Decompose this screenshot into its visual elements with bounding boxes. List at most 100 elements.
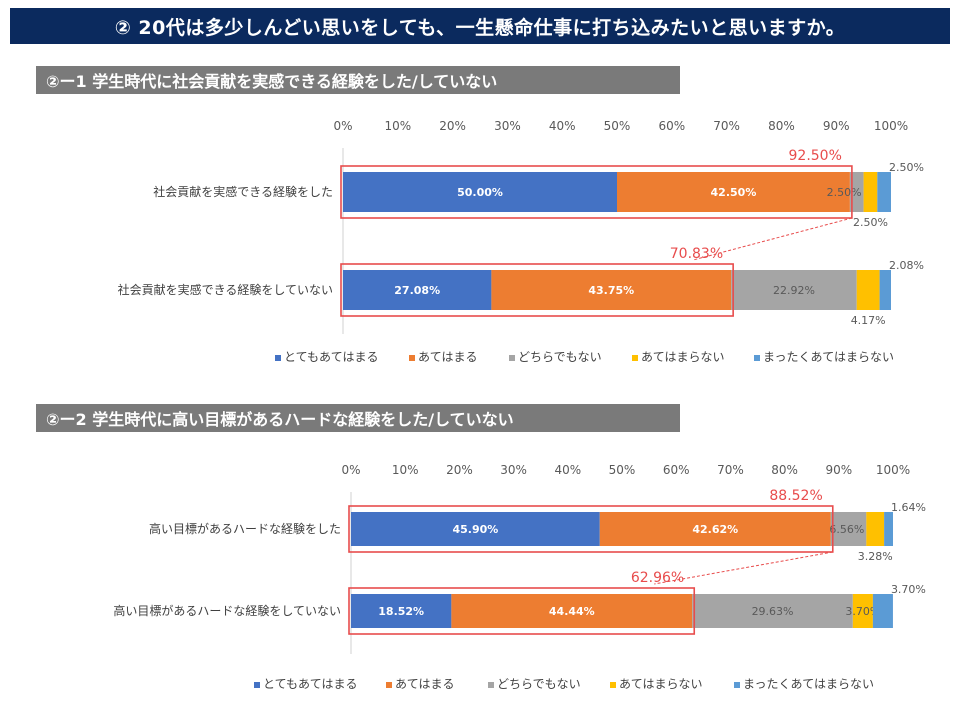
page-title: ② 20代は多少しんどい思いをしても、一生懸命仕事に打ち込みたいと思いますか。: [10, 8, 950, 44]
section1-header: ②ー1 学生時代に社会貢献を実感できる経験をした/していない: [36, 66, 680, 94]
x-tick-label: 100%: [876, 463, 910, 477]
bar-segment: [343, 172, 617, 212]
bar-segment: [830, 512, 867, 546]
legend-swatch: [386, 682, 392, 688]
data-label: 43.75%: [588, 284, 634, 297]
highlight-box: [340, 165, 853, 219]
bar-segment: [351, 512, 600, 546]
category-label: 社会貢献を実感できる経験をしていない: [118, 282, 333, 297]
data-label: 22.92%: [773, 284, 815, 297]
x-tick-label: 0%: [333, 119, 352, 133]
x-tick-label: 80%: [771, 463, 798, 477]
legend-swatch: [754, 355, 760, 361]
data-label: 45.90%: [452, 523, 498, 536]
data-label: 2.50%: [853, 216, 888, 229]
data-label: 2.50%: [889, 161, 924, 174]
x-tick-label: 60%: [663, 463, 690, 477]
legend-label: あてはまらない: [641, 350, 725, 364]
legend-label: どちらでもない: [497, 677, 581, 691]
bar-segment: [852, 594, 873, 628]
legend-label: とてもあてはまる: [284, 350, 379, 364]
x-tick-label: 10%: [392, 463, 419, 477]
legend-swatch: [488, 682, 494, 688]
x-tick-label: 10%: [384, 119, 411, 133]
x-tick-label: 40%: [549, 119, 576, 133]
legend-swatch: [409, 355, 415, 361]
highlight-total-label: 70.83%: [670, 246, 723, 262]
bar-segment: [599, 512, 831, 546]
x-tick-label: 90%: [825, 463, 852, 477]
bar-segment: [451, 594, 693, 628]
x-tick-label: 20%: [446, 463, 473, 477]
data-label: 6.56%: [829, 523, 864, 536]
x-tick-label: 80%: [768, 119, 795, 133]
x-tick-label: 90%: [823, 119, 850, 133]
category-label: 社会貢献を実感できる経験をした: [153, 184, 333, 199]
data-label: 3.28%: [858, 550, 893, 563]
data-label: 42.50%: [711, 186, 757, 199]
data-label: 29.63%: [752, 605, 794, 618]
x-tick-label: 100%: [874, 119, 908, 133]
legend-swatch: [254, 682, 260, 688]
data-label: 27.08%: [394, 284, 440, 297]
x-tick-label: 40%: [554, 463, 581, 477]
legend-swatch: [632, 355, 638, 361]
data-label: 42.62%: [692, 523, 738, 536]
legend-label: まったくあてはまらない: [763, 350, 894, 364]
bar-segment: [343, 270, 492, 310]
x-tick-label: 30%: [494, 119, 521, 133]
bar-segment: [731, 270, 857, 310]
bar-segment: [849, 172, 864, 212]
legend-label: あてはまる: [418, 350, 478, 364]
x-tick-label: 50%: [604, 119, 631, 133]
bar-segment: [879, 270, 891, 310]
bar-segment: [856, 270, 880, 310]
bar-segment: [863, 172, 878, 212]
legend-label: どちらでもない: [518, 350, 602, 364]
highlight-total-label: 92.50%: [789, 148, 842, 164]
highlight-connector: [693, 217, 853, 261]
x-tick-label: 0%: [341, 463, 360, 477]
bar-segment: [491, 270, 732, 310]
highlight-total-label: 62.96%: [631, 570, 684, 586]
data-label: 4.17%: [851, 314, 886, 327]
legend-label: まったくあてはまらない: [743, 677, 874, 691]
category-label: 高い目標があるハードな経験をした: [149, 521, 341, 536]
data-label: 2.50%: [827, 186, 862, 199]
data-label: 18.52%: [378, 605, 424, 618]
bar-segment: [866, 512, 885, 546]
legend-swatch: [734, 682, 740, 688]
legend-swatch: [610, 682, 616, 688]
legend-label: あてはまる: [395, 677, 455, 691]
legend-label: とてもあてはまる: [263, 677, 358, 691]
x-tick-label: 50%: [609, 463, 636, 477]
bar-segment: [617, 172, 850, 212]
data-label: 2.08%: [889, 259, 924, 272]
highlight-box: [348, 587, 696, 635]
chart-hard-goal-experience: 0% 10% 20% 30% 40% 50% 60% 70% 80% 90% 100% 高い目標がある…: [113, 463, 926, 691]
legend-swatch: [509, 355, 515, 361]
x-tick-label: 20%: [439, 119, 466, 133]
bar-segment: [872, 594, 893, 628]
bar-segment: [877, 172, 891, 212]
x-tick-label: 30%: [500, 463, 527, 477]
highlight-connector: [654, 551, 833, 585]
highlight-total-label: 88.52%: [769, 488, 822, 504]
data-label: 1.64%: [891, 501, 926, 514]
x-tick-label: 60%: [658, 119, 685, 133]
data-label: 50.00%: [457, 186, 503, 199]
category-label: 高い目標があるハードな経験をしていない: [113, 603, 341, 618]
bar-segment: [884, 512, 893, 546]
bar-segment: [692, 594, 853, 628]
legend-swatch: [275, 355, 281, 361]
x-tick-label: 70%: [713, 119, 740, 133]
data-label: 3.70%: [845, 605, 880, 618]
data-label: 44.44%: [549, 605, 595, 618]
bar-segment: [351, 594, 452, 628]
chart-social-contribution: 0% 10% 20% 30% 40% 50% 60% 70% 80% 90% 100% 社会貢献を実感…: [118, 119, 924, 364]
section2-header: ②ー2 学生時代に高い目標があるハードな経験をした/していない: [36, 404, 680, 432]
data-label: 3.70%: [891, 583, 926, 596]
highlight-box: [340, 263, 734, 317]
x-tick-label: 70%: [717, 463, 744, 477]
legend-label: あてはまらない: [619, 677, 703, 691]
